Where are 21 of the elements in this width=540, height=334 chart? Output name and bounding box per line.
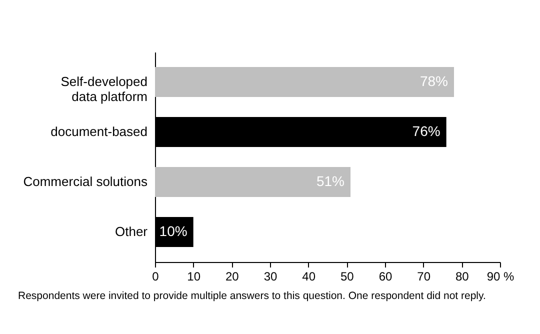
y-tick-label: Other	[114, 224, 148, 239]
x-tick-label: 50	[340, 270, 354, 284]
data-label: 78%	[420, 73, 448, 89]
y-tick-label: document-based	[50, 124, 148, 139]
x-tick-label: 60	[378, 270, 392, 284]
text: Respondents were invited to provide multiple answers to this question. One respondent did not reply.	[18, 290, 487, 303]
y-tick-label: Self-developed data platform	[60, 74, 148, 104]
y-tick-label: Commercial solutions	[23, 174, 148, 189]
data-label: 10%	[159, 223, 188, 239]
x-tick-label: 40	[302, 270, 316, 284]
x-tick-label: 0	[152, 270, 160, 284]
bar	[155, 167, 350, 197]
data-label: 51%	[316, 173, 344, 189]
bar	[155, 67, 454, 97]
x-tick-label: 10	[187, 270, 201, 284]
x-tick-label: 90 %	[486, 270, 514, 284]
x-tick-label: 70	[417, 270, 431, 284]
x-tick-label: 30	[264, 270, 278, 284]
data-label: 76%	[412, 123, 440, 139]
x-tick-label: 20	[225, 270, 240, 284]
x-tick-label: 80	[455, 270, 470, 284]
